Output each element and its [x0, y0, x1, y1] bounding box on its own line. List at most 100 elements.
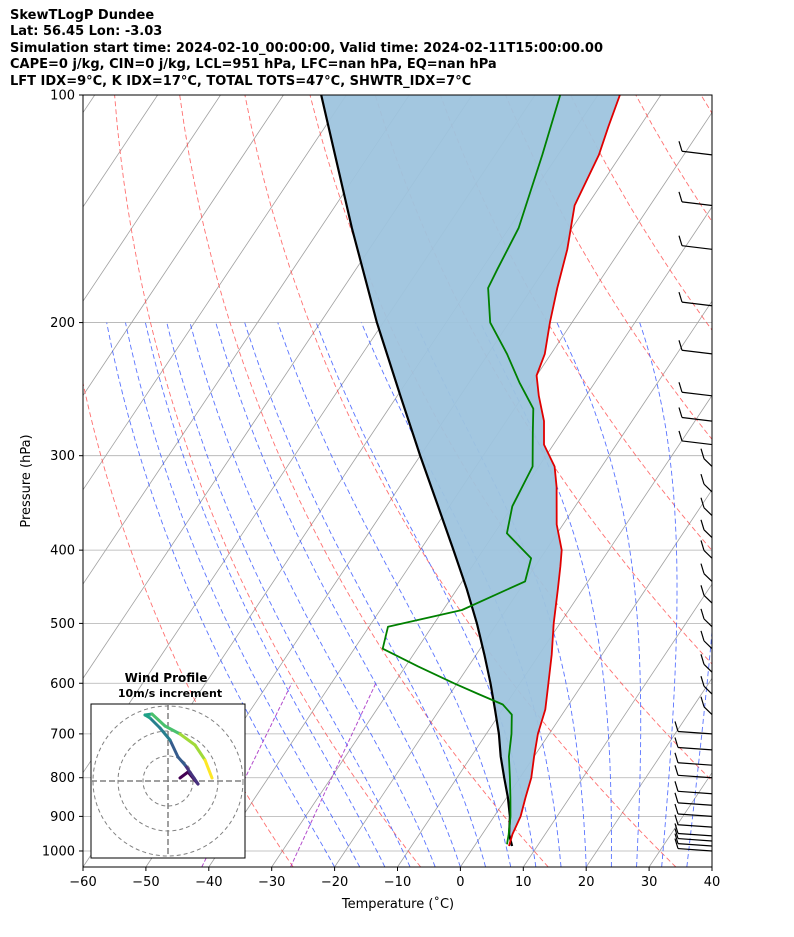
isotherm-gridline	[585, 677, 712, 867]
wind-barb-shaft	[703, 640, 713, 650]
wind-barb	[674, 737, 713, 751]
wind-barb-flag	[700, 563, 705, 574]
wind-barb-shaft	[681, 440, 713, 446]
wind-barb-shaft	[703, 685, 713, 695]
wind-barb-flag	[700, 585, 705, 596]
wind-barb	[700, 497, 713, 516]
wind-barb-flag	[678, 235, 683, 246]
wind-barb-flag	[674, 792, 679, 804]
dry-adiabat	[439, 95, 712, 552]
x-tick-label: −40	[195, 875, 222, 890]
wind-profile-title: Wind Profile	[125, 671, 208, 685]
wind-barb	[674, 721, 713, 735]
wind-barb-flag	[674, 737, 679, 748]
y-tick-label: 200	[50, 316, 75, 331]
wind-barb-flag	[700, 676, 705, 687]
wind-barb	[700, 585, 713, 604]
y-axis-label: Pressure (hPa)	[19, 434, 34, 527]
wind-barb-flag	[700, 540, 705, 551]
wind-barb	[678, 430, 713, 446]
wind-barb	[700, 608, 713, 628]
wind-barb-shaft	[703, 594, 713, 604]
wind-barb	[674, 833, 713, 847]
wind-barb-flag	[678, 382, 683, 393]
isotherm-gridline	[775, 95, 794, 867]
dry-adiabat	[570, 95, 712, 331]
wind-barb-shaft	[681, 201, 713, 207]
dry-adiabat	[83, 381, 294, 867]
title-line-location: Lat: 56.45 Lon: -3.03	[10, 24, 163, 40]
wind-barb-flag	[700, 654, 705, 665]
x-tick-label: −50	[132, 875, 159, 890]
x-tick-label: 0	[456, 875, 464, 890]
y-tick-label: 300	[50, 449, 75, 464]
isotherm-gridline	[83, 95, 410, 585]
parcel-profile-line	[320, 95, 514, 847]
wind-barb-flag	[674, 781, 679, 792]
wind-barb-flag	[700, 473, 705, 485]
wind-barb	[674, 814, 713, 828]
wind-barb-shaft	[677, 730, 713, 735]
moist-adiabat	[215, 322, 461, 867]
wind-barb	[700, 630, 713, 650]
hodograph-segment	[176, 755, 187, 767]
wind-barb-flag	[674, 833, 679, 844]
wind-barb-flag	[674, 838, 679, 849]
wind-barb-flag	[700, 519, 705, 530]
moist-adiabat	[639, 322, 678, 867]
wind-barb-shaft	[703, 550, 713, 559]
wind-barb	[700, 448, 713, 467]
wind-barb-shaft	[677, 837, 713, 842]
wind-barb	[700, 563, 713, 582]
wind-barb-shaft	[703, 573, 713, 582]
wind-barb-shaft	[677, 832, 713, 837]
hodograph-segment	[168, 738, 180, 759]
wind-barb-flag	[678, 291, 683, 303]
wind-barb-flag	[700, 497, 705, 508]
wind-barb-flag	[678, 191, 683, 203]
y-tick-label: 100	[50, 89, 75, 104]
moist-adiabat	[244, 322, 487, 867]
hodograph-segment	[178, 732, 197, 747]
wind-barb-shaft	[681, 349, 713, 355]
wind-barb	[674, 838, 713, 852]
wind-profile-subtitle: 10m/s increment	[118, 687, 222, 700]
wind-barb	[678, 382, 713, 397]
moist-adiabat	[144, 322, 386, 867]
wind-barb-shaft	[677, 790, 713, 795]
dry-adiabat	[114, 95, 422, 867]
wind-barb-flag	[674, 721, 679, 732]
wind-barb-flag	[674, 752, 679, 763]
wind-barb	[674, 823, 713, 837]
wind-barb	[700, 676, 713, 695]
wind-barb	[678, 191, 713, 207]
wind-barb	[674, 765, 713, 779]
mixing-ratio-line	[290, 683, 377, 867]
wind-barb	[678, 340, 713, 355]
x-tick-label: −30	[258, 875, 285, 890]
wind-barb-shaft	[677, 843, 713, 847]
wind-barb-shaft	[681, 245, 713, 250]
y-tick-label: 600	[50, 677, 75, 692]
hodograph-rings	[91, 704, 245, 858]
x-tick-label: 40	[704, 875, 721, 890]
hodograph-trace	[143, 712, 214, 786]
wind-barb	[674, 781, 713, 795]
moist-adiabat	[125, 322, 361, 867]
moist-adiabat	[277, 322, 512, 867]
x-tick-label: −10	[384, 875, 411, 890]
series-layer	[320, 95, 621, 847]
wind-barb-shaft	[703, 458, 713, 467]
y-tick-label: 1000	[42, 844, 75, 859]
wind-barb-shaft	[703, 483, 713, 493]
wind-barb-flag	[678, 407, 683, 418]
isotherm-gridline	[711, 866, 712, 867]
dry-adiabat	[244, 95, 677, 867]
x-tick-label: 20	[578, 875, 595, 890]
x-tick-label: −20	[321, 875, 348, 890]
title-line-indices-1: CAPE=0 j/kg, CIN=0 j/kg, LCL=951 hPa, LF…	[10, 57, 497, 73]
moist-adiabat	[189, 322, 436, 867]
title-line-station: SkewTLogP Dundee	[10, 8, 155, 23]
wind-barb-shaft	[681, 150, 713, 156]
